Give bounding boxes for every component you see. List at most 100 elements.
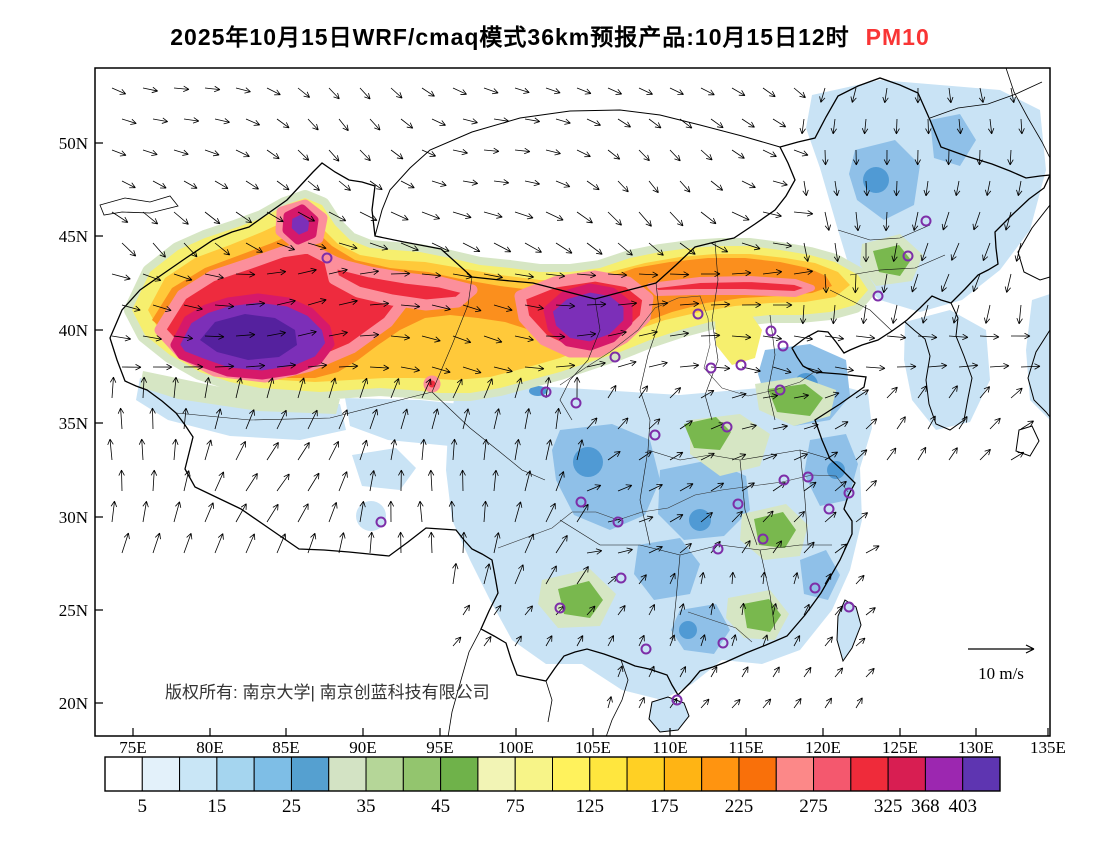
lon-label: 130E	[958, 738, 994, 757]
lon-label: 95E	[426, 738, 453, 757]
colorbar-tick-label: 125	[576, 796, 605, 817]
colorbar-tick-label: 403	[948, 796, 977, 817]
colorbar-tick-label: 75	[506, 796, 525, 817]
city-marker	[575, 496, 587, 508]
city-marker	[809, 582, 821, 594]
city-marker	[615, 572, 627, 584]
page-title: 2025年10月15日WRF/cmaq模式36km预报产品:10月15日12时 P…	[0, 18, 1100, 52]
japan-coast	[1015, 204, 1050, 457]
wind-vectors	[107, 85, 1041, 709]
colorbar-segment	[850, 756, 889, 792]
city-marker	[612, 516, 624, 528]
colorbar-segment	[813, 756, 852, 792]
city-marker	[778, 474, 790, 486]
colorbar-segment	[514, 756, 554, 792]
lon-label: 85E	[272, 738, 299, 757]
colorbar: 5 15 25 35 45 75 125 175 225 275 325 368 403	[104, 756, 1001, 817]
city-marker	[540, 386, 552, 398]
colorbar-tick-label: 35	[357, 796, 376, 817]
hainan-island	[648, 696, 690, 733]
colorbar-segment	[962, 756, 1001, 792]
lon-label: 135E	[1030, 738, 1066, 757]
city-marker	[920, 215, 932, 227]
city-marker	[765, 325, 777, 337]
colorbar-segment	[253, 756, 292, 792]
city-marker	[721, 421, 733, 433]
city-marker	[732, 498, 744, 510]
indochina-borders	[447, 628, 629, 736]
colorbar-border	[104, 756, 1001, 792]
colorbar-segment	[179, 756, 218, 792]
colorbar-segment	[104, 756, 143, 792]
axis-ticks	[95, 142, 1049, 736]
map-boundaries	[99, 68, 1050, 736]
colorbar-tick-label: 5	[138, 796, 148, 817]
colorbar-segment	[738, 756, 777, 792]
city-marker	[375, 516, 387, 528]
taiwan-island	[836, 599, 862, 663]
lake-balkhash	[99, 195, 179, 216]
colorbar-tick-label: 225	[725, 796, 754, 817]
city-marker	[692, 308, 704, 320]
city-marker	[802, 471, 814, 483]
city-marker	[872, 290, 884, 302]
colorbar-segment	[290, 756, 330, 792]
city-marker	[554, 602, 566, 614]
wind-legend-label: 10 m/s	[978, 664, 1024, 683]
city-marker	[823, 503, 835, 515]
title-pollutant: PM10	[865, 24, 930, 50]
city-marker	[609, 351, 621, 363]
lon-label: 110E	[652, 738, 687, 757]
lon-label: 80E	[196, 738, 223, 757]
contour-field	[124, 80, 1050, 700]
colorbar-segment	[365, 756, 404, 792]
colorbar-segment	[924, 756, 964, 792]
colorbar-tick-label: 25	[282, 796, 301, 817]
city-marker	[717, 637, 729, 649]
wind-legend: 10 m/s	[968, 644, 1035, 683]
lat-label: 45N	[59, 227, 88, 246]
colorbar-segment	[141, 756, 181, 792]
city-markers	[321, 215, 932, 706]
colorbar-segment	[477, 756, 516, 792]
colorbar-segment	[701, 756, 740, 792]
korea-coast	[904, 302, 973, 431]
city-marker	[570, 397, 582, 409]
colorbar-tick-label: 368	[911, 796, 940, 817]
city-marker	[843, 487, 855, 499]
lat-label: 40N	[59, 321, 88, 340]
lon-label: 90E	[349, 738, 376, 757]
city-marker	[777, 340, 789, 352]
colorbar-segment	[552, 756, 591, 792]
city-marker	[902, 250, 914, 262]
colorbar-segment	[440, 756, 479, 792]
colorbar-segment	[216, 756, 255, 792]
lon-label: 115E	[728, 738, 763, 757]
lon-label: 120E	[805, 738, 841, 757]
copyright-text: 版权所有: 南京大学| 南京创蓝科技有限公司	[165, 683, 490, 702]
city-marker	[321, 252, 333, 264]
city-marker	[705, 362, 717, 374]
rivers	[497, 295, 849, 643]
lon-label: 105E	[575, 738, 611, 757]
colorbar-tick-label: 15	[207, 796, 226, 817]
colorbar-tick-label: 175	[650, 796, 679, 817]
russia-lines	[929, 68, 1050, 159]
city-marker	[735, 359, 747, 371]
lon-label: 100E	[498, 738, 534, 757]
colorbar-segment	[663, 756, 703, 792]
city-marker	[671, 694, 683, 706]
mongolia-border	[374, 109, 781, 237]
china-border	[109, 77, 1050, 697]
lat-label: 35N	[59, 414, 88, 433]
colorbar-tick-label: 45	[431, 796, 450, 817]
lat-label: 20N	[59, 694, 88, 713]
city-marker	[640, 643, 652, 655]
title-main: 2025年10月15日WRF/cmaq模式36km预报产品:10月15日12时	[170, 24, 850, 50]
colorbar-segment	[402, 756, 442, 792]
colorbar-segment	[328, 756, 367, 792]
lat-label: 50N	[59, 134, 88, 153]
city-marker	[774, 384, 786, 396]
